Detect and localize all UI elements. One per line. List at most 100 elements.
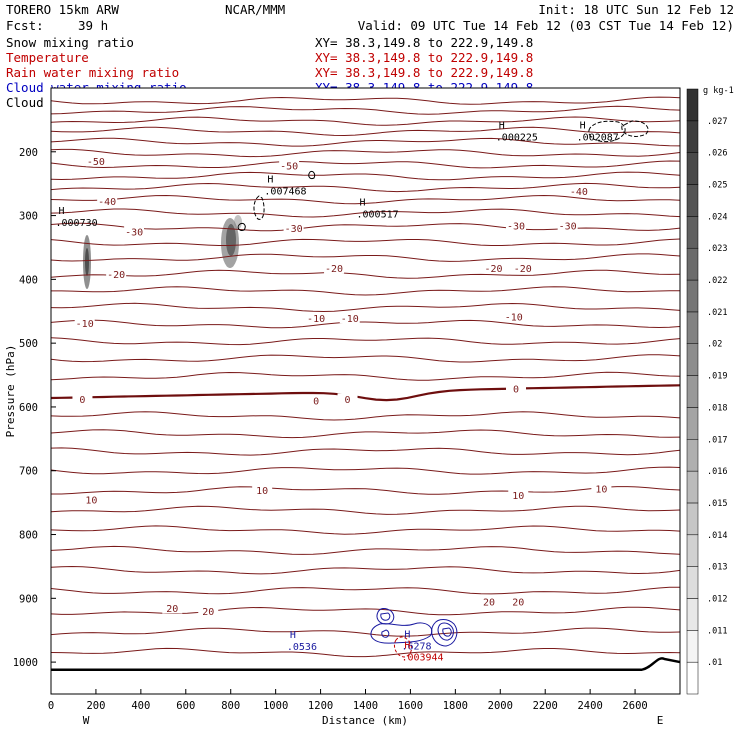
temperature-label-bg: [252, 484, 273, 496]
extremum-marker: H: [290, 630, 296, 641]
temperature-label: -20: [325, 264, 343, 275]
y-tick-label: 800: [19, 530, 38, 542]
colorbar-swatch: [686, 566, 699, 599]
y-tick-label: 700: [19, 466, 38, 478]
isotherm-line: [50, 354, 681, 363]
isotherm-line: [50, 466, 681, 475]
isotherm-line: [50, 269, 681, 279]
temperature-label-bg: [483, 262, 504, 274]
rain-contours: [393, 636, 412, 658]
terrain-profile: [51, 657, 681, 671]
colorbar-swatch: [686, 375, 699, 408]
colorbar-swatch: [686, 120, 699, 153]
temperature-label: 0: [513, 385, 519, 396]
cloud-water-contours: [370, 608, 458, 647]
temperature-label: -10: [505, 313, 523, 324]
temperature-label: -30: [285, 224, 303, 235]
isotherm-line: [50, 647, 681, 658]
colorbar-swatch: [686, 661, 699, 695]
temperature-label: -10: [76, 319, 94, 330]
colorbar-label: .019: [707, 372, 727, 382]
ice-contour-4: [588, 120, 626, 143]
isotherm-line: [50, 148, 681, 158]
isotherm-line: [50, 182, 681, 193]
model-title: TORERO 15km ARW: [6, 2, 119, 17]
temperature-label-bg: [81, 494, 102, 506]
cloud-water-contour-3: [370, 622, 433, 644]
isotherm-line: [50, 565, 681, 575]
field-name: Temperature: [6, 50, 89, 65]
x-tick-label: 400: [131, 700, 150, 712]
cloud-water-contour-6: [442, 627, 452, 637]
colorbar-label: .018: [707, 403, 727, 413]
y-axis-label: Pressure (hPa): [4, 345, 17, 438]
temperature-label-bg: [306, 312, 327, 324]
temperature-label: -10: [307, 314, 325, 325]
temperature-label-bg: [162, 602, 183, 614]
colorbar: .01 .011 .012 .013 .014 .015 .016 .017 .018 .019.…: [686, 86, 734, 695]
y-tick-label: 300: [19, 211, 38, 223]
temperature-label: -20: [514, 264, 532, 275]
extremum-marker: H: [580, 120, 586, 131]
temperature-label: 10: [595, 485, 607, 496]
colorbar-swatch: [686, 439, 699, 472]
field-xy: XY= 38.3,149.8 to 222.9,149.8: [315, 50, 533, 65]
extremum-marker: H: [404, 629, 410, 640]
temperature-label: -50: [87, 157, 105, 168]
temperature-label: 10: [85, 496, 97, 507]
temperature-label-bg: [97, 195, 118, 207]
isotherm-line: [50, 337, 681, 346]
colorbar-label: .013: [707, 563, 727, 573]
temperature-label-bg: [124, 226, 145, 238]
x-tick-label: 0: [48, 700, 54, 712]
extremum-value: .6278: [401, 641, 431, 652]
isotherm-line: [50, 96, 681, 105]
ice-contour-3: [237, 223, 246, 231]
colorbar-swatch: [686, 247, 699, 281]
colorbar-swatch: [686, 88, 699, 122]
isotherm-line: [50, 160, 681, 169]
temperature-label-bg: [106, 268, 127, 280]
isotherm-line: [50, 238, 681, 246]
east-label: E: [657, 714, 664, 727]
fcst-label: Fcst:: [6, 18, 44, 33]
temperature-label: 20: [483, 598, 495, 609]
cloud-water-contour-2: [380, 612, 391, 621]
colorbar-label: .014: [707, 531, 727, 541]
colorbar-label: .015: [707, 499, 727, 509]
snow-plume-central-core: [226, 224, 236, 256]
snow-plume-central-top: [234, 215, 242, 229]
cloud-ice-contours: [237, 120, 649, 231]
temperature-label: -30: [559, 221, 577, 232]
temperature-label-bg: [283, 222, 304, 234]
y-tick-label: 900: [19, 593, 38, 605]
temperature-label-bg: [339, 312, 360, 324]
isotherm-line: [50, 208, 681, 218]
x-tick-label: 2600: [622, 700, 647, 712]
x-tick-label: 800: [221, 700, 240, 712]
temperature-label-bg: [279, 159, 300, 171]
x-tick-label: 2000: [488, 700, 513, 712]
temperature-label: 0: [313, 397, 319, 408]
extremum-value: .000730: [55, 218, 97, 229]
extremum-value: .0536: [287, 642, 317, 653]
snow-plume-west-core: [85, 248, 89, 276]
colorbar-label: .025: [707, 181, 727, 191]
temperature-label: -10: [341, 314, 359, 325]
colorbar-label: .027: [707, 117, 727, 127]
cloud-water-contour-4: [431, 619, 458, 647]
x-tick-label: 2400: [577, 700, 602, 712]
x-tick-label: 1000: [263, 700, 288, 712]
colorbar-swatch: [686, 470, 699, 504]
y-tick-label: 500: [19, 338, 38, 350]
isotherm-line: [50, 171, 681, 181]
y-tick-label: 400: [19, 274, 38, 286]
extrema-labels: H.000730H.007468H.000517H.000225H.002087…: [55, 120, 618, 663]
temperature-label: -40: [98, 197, 116, 208]
temperature-label: -40: [570, 187, 588, 198]
temperature-label-bg: [337, 393, 358, 405]
isotherm-line: [50, 319, 681, 329]
cloud-water-contour-5: [437, 622, 454, 641]
isotherm-line: [50, 447, 681, 456]
cloud-water-contour-1: [376, 608, 395, 625]
